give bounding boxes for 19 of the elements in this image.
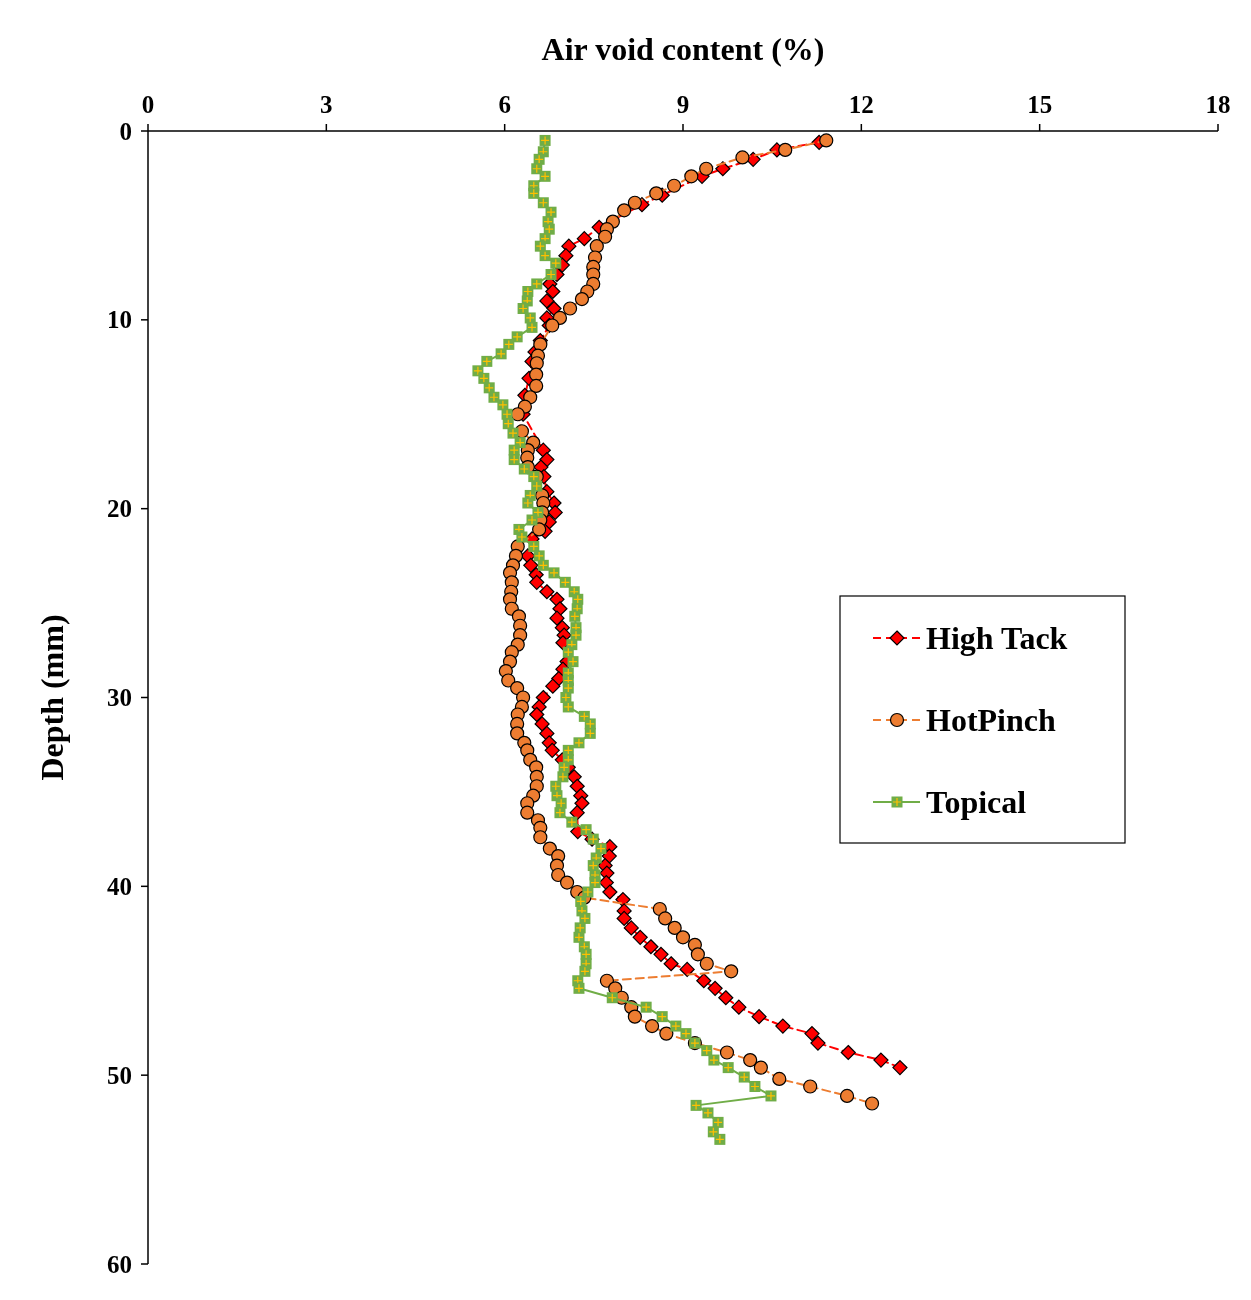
- y-tick-label: 30: [107, 684, 132, 711]
- x-tick-label: 0: [141, 91, 155, 118]
- x-axis-title: Air void content (%): [541, 31, 825, 67]
- y-tick-label: 60: [107, 1250, 132, 1278]
- y-tick-label: 10: [107, 306, 132, 334]
- y-tick-label: 40: [107, 872, 132, 900]
- y-tick-label: 20: [107, 495, 132, 523]
- y-tick-label: 0: [119, 117, 132, 145]
- y-axis-title: Depth (mm): [34, 614, 70, 781]
- legend-label: HotPinch: [926, 702, 1056, 738]
- x-tick-label: 12: [848, 91, 874, 118]
- x-tick-label: 18: [1205, 91, 1231, 118]
- x-tick-label: 3: [320, 91, 333, 118]
- legend-label: High Tack: [926, 620, 1068, 656]
- legend-label: Topical: [926, 784, 1027, 820]
- x-tick-label: 6: [498, 91, 511, 118]
- x-tick-label: 15: [1027, 91, 1053, 118]
- x-tick-label: 9: [676, 91, 690, 118]
- y-tick-label: 50: [107, 1061, 132, 1089]
